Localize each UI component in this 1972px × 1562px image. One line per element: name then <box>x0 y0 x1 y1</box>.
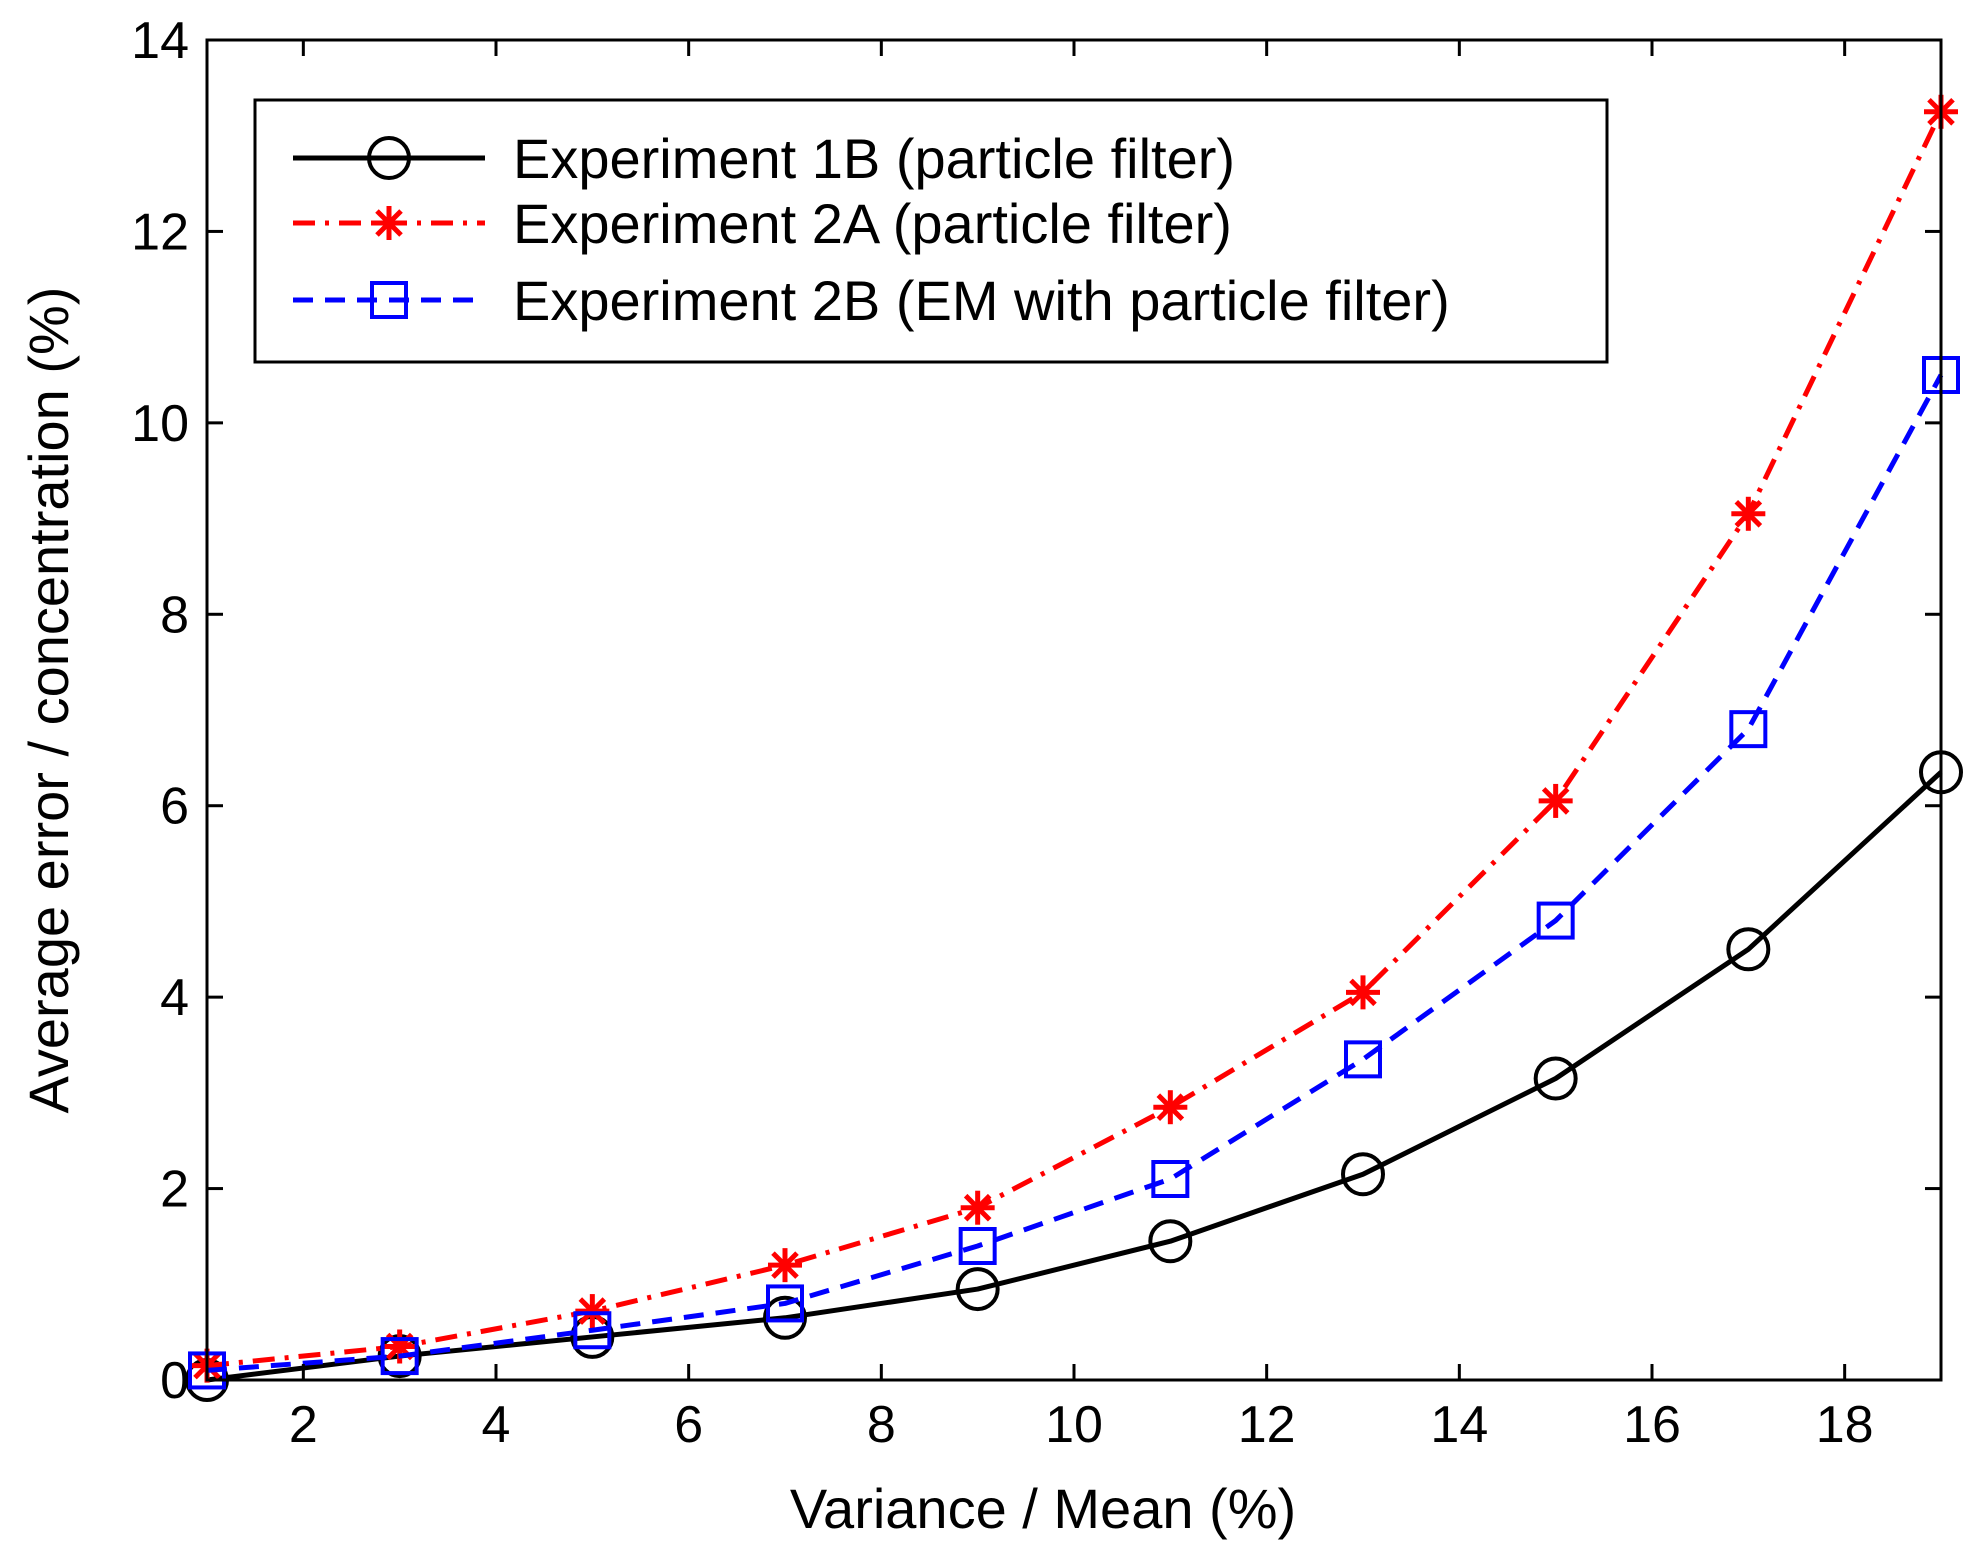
x-tick-label: 18 <box>1816 1396 1874 1454</box>
x-tick-label: 8 <box>867 1396 896 1454</box>
data-point <box>1151 1160 1190 1198</box>
y-tick-label: 2 <box>160 1161 189 1219</box>
data-point <box>1346 975 1380 1010</box>
legend-marker <box>367 136 411 180</box>
data-point <box>1148 1219 1193 1264</box>
legend-label: Experiment 2B (EM with particle filter) <box>513 269 1450 332</box>
series-line <box>206 110 1944 1369</box>
axes: 2 4 6 8 10 12 14 16 18 0 2 4 6 8 10 12 14 <box>131 12 1943 1454</box>
data-point <box>768 1248 802 1283</box>
y-tick-label: 8 <box>160 586 189 644</box>
legend-marker <box>370 281 408 319</box>
x-tick-label: 4 <box>482 1396 511 1454</box>
legend-entry-1: Experiment 1B (particle filter) <box>293 127 1235 190</box>
series-3 <box>188 356 1960 1390</box>
x-tick-label: 6 <box>674 1396 703 1454</box>
x-tick-label: 16 <box>1623 1396 1681 1454</box>
x-tick-label: 12 <box>1238 1396 1296 1454</box>
x-axis-label: Variance / Mean (%) <box>790 1477 1296 1540</box>
data-point <box>575 1294 610 1329</box>
data-point <box>958 1227 997 1265</box>
legend-entry-3: Experiment 2B (EM with particle filter) <box>293 269 1450 332</box>
y-tick-label: 0 <box>160 1352 189 1410</box>
y-tick-label: 12 <box>131 203 189 261</box>
x-tick-label: 14 <box>1430 1396 1488 1454</box>
data-point <box>1731 496 1766 531</box>
data-point <box>380 1337 419 1376</box>
y-tick-label: 6 <box>160 778 189 836</box>
series-1 <box>185 750 1963 1402</box>
series-line <box>206 770 1943 1383</box>
data-point <box>1344 1040 1382 1079</box>
legend-box <box>253 98 1609 364</box>
legend: Experiment 1B (particle filter)Experimen… <box>253 98 1609 364</box>
y-tick-label: 4 <box>160 969 189 1027</box>
legend-marker <box>372 206 406 240</box>
data-point <box>1538 783 1573 818</box>
plot-area <box>185 94 1963 1402</box>
legend-label: Experiment 1B (particle filter) <box>513 127 1235 190</box>
series-line <box>206 373 1944 1373</box>
data-point <box>573 1311 612 1350</box>
legend-label: Experiment 2A (particle filter) <box>513 192 1232 255</box>
data-point <box>766 1284 804 1323</box>
data-point <box>1341 1152 1385 1197</box>
data-point <box>1533 1056 1578 1101</box>
data-point <box>1726 927 1771 972</box>
y-axis-label: Average error / concentration (%) <box>17 287 80 1114</box>
legend-entry-2: Experiment 2A (particle filter) <box>293 192 1232 255</box>
data-point <box>1536 901 1575 940</box>
y-tick-label: 10 <box>131 395 189 453</box>
x-tick-label: 2 <box>289 1396 318 1454</box>
x-tick-label: 10 <box>1045 1396 1103 1454</box>
data-point <box>763 1295 807 1340</box>
data-point <box>955 1267 1000 1312</box>
data-point <box>960 1190 995 1225</box>
series-2 <box>190 94 1958 1383</box>
data-point <box>1153 1090 1188 1125</box>
data-point <box>1729 710 1768 749</box>
y-tick-label: 14 <box>131 12 189 70</box>
